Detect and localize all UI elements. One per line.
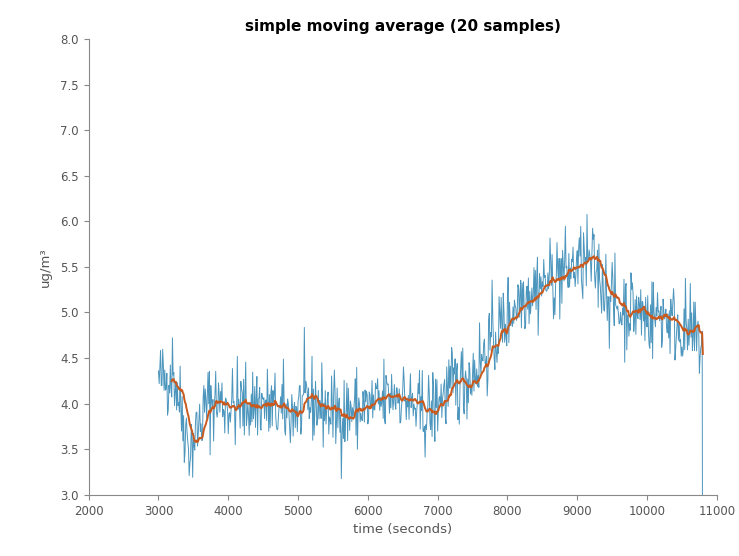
X-axis label: time (seconds): time (seconds) — [353, 523, 452, 536]
Title: simple moving average (20 samples): simple moving average (20 samples) — [245, 18, 561, 33]
Y-axis label: ug/m³: ug/m³ — [39, 247, 52, 287]
